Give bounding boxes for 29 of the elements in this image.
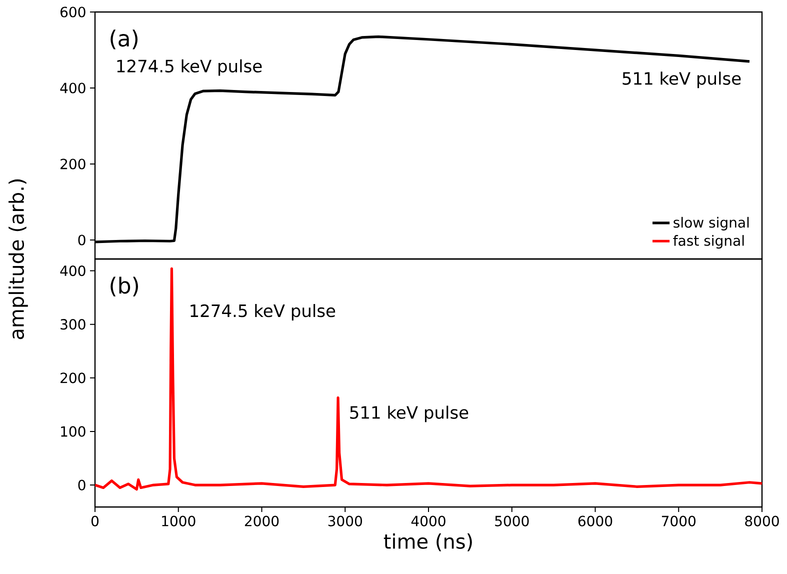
y-axis-title: amplitude (arb.): [8, 179, 28, 340]
y-tick-label: 200: [60, 158, 86, 170]
x-tick-label: 8000: [745, 516, 779, 526]
y-tick-label: 100: [61, 426, 86, 437]
x-tick-label: 2000: [244, 516, 279, 526]
y-tick-label: 400: [60, 82, 86, 94]
annotation: 1274.5 keV pulse: [190, 304, 336, 320]
annotation: 511 keV pulse: [622, 72, 741, 88]
x-tick-label: 1000: [162, 516, 196, 526]
x-tick-label: 7000: [662, 516, 696, 526]
y-tick-label: 300: [60, 319, 86, 330]
y-tick-label: 600: [60, 6, 86, 18]
x-tick-label: 4000: [411, 516, 446, 526]
annotation: (b): [110, 276, 138, 296]
y-tick-label: 0: [78, 234, 86, 246]
x-tick-label: 3000: [328, 516, 362, 526]
x-axis-title: time (ns): [384, 533, 472, 552]
y-tick-label: 200: [60, 372, 86, 384]
annotation: (a): [110, 30, 138, 50]
annotation: 511 keV pulse: [350, 406, 468, 422]
line-series: [95, 267, 762, 491]
annotation: 1274.5 keV pulse: [117, 59, 262, 76]
y-tick-label: 0: [78, 480, 86, 490]
x-tick-label: 6000: [578, 516, 612, 526]
y-tick-label: 400: [60, 265, 86, 276]
x-tick-label: 5000: [495, 516, 529, 526]
legend-label: slow signal: [674, 216, 749, 230]
x-tick-label: 0: [91, 516, 99, 526]
text: fast signal: [673, 235, 744, 249]
